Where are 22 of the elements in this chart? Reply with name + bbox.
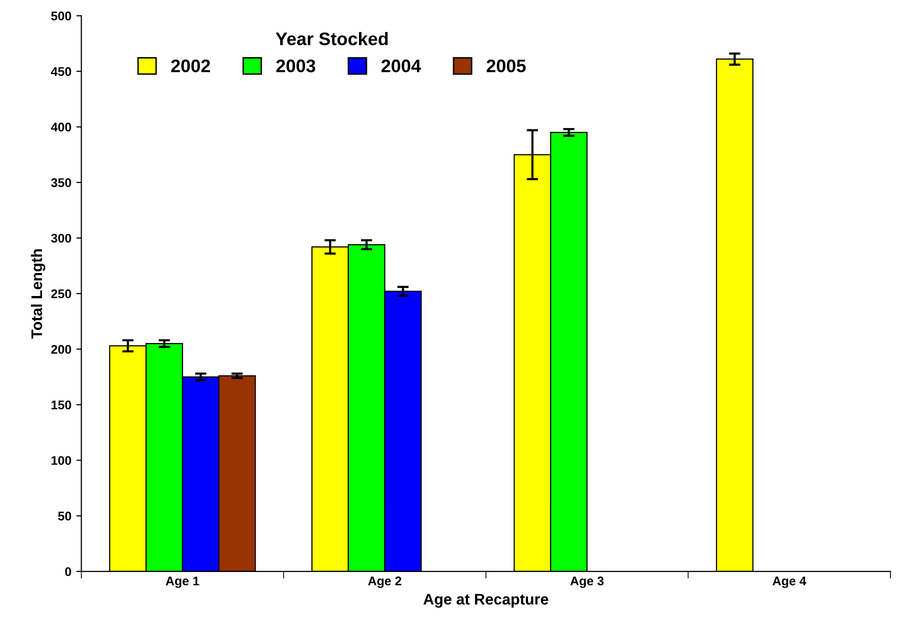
x-tick-label: Age 1 — [166, 576, 200, 588]
legend-title: Year Stocked — [276, 32, 388, 46]
legend-label: 2005 — [486, 60, 526, 72]
y-tick-label: 0 — [65, 567, 72, 576]
y-tick-label: 50 — [58, 512, 72, 520]
y-tick-label: 500 — [51, 12, 72, 20]
x-tick-label: Age 3 — [570, 576, 604, 588]
y-tick-label: 150 — [52, 400, 72, 410]
y-axis-title: Total Length — [30, 249, 46, 339]
y-tick-label: 400 — [50, 122, 72, 132]
x-axis-title: Age at Recapture — [423, 594, 548, 608]
x-tick-label: Age 4 — [772, 576, 806, 588]
legend-label: 2004 — [382, 60, 421, 72]
y-tick-label: 250 — [51, 289, 72, 298]
y-tick-label: 200 — [51, 344, 72, 354]
y-tick-label: 100 — [52, 456, 72, 465]
x-tick-label: Age 2 — [368, 576, 402, 588]
legend-label: 2003 — [276, 60, 316, 72]
legend-label: 2002 — [171, 60, 210, 72]
y-tick-label: 350 — [51, 178, 72, 188]
y-tick-label: 300 — [51, 234, 72, 243]
y-tick-label: 450 — [50, 67, 72, 76]
